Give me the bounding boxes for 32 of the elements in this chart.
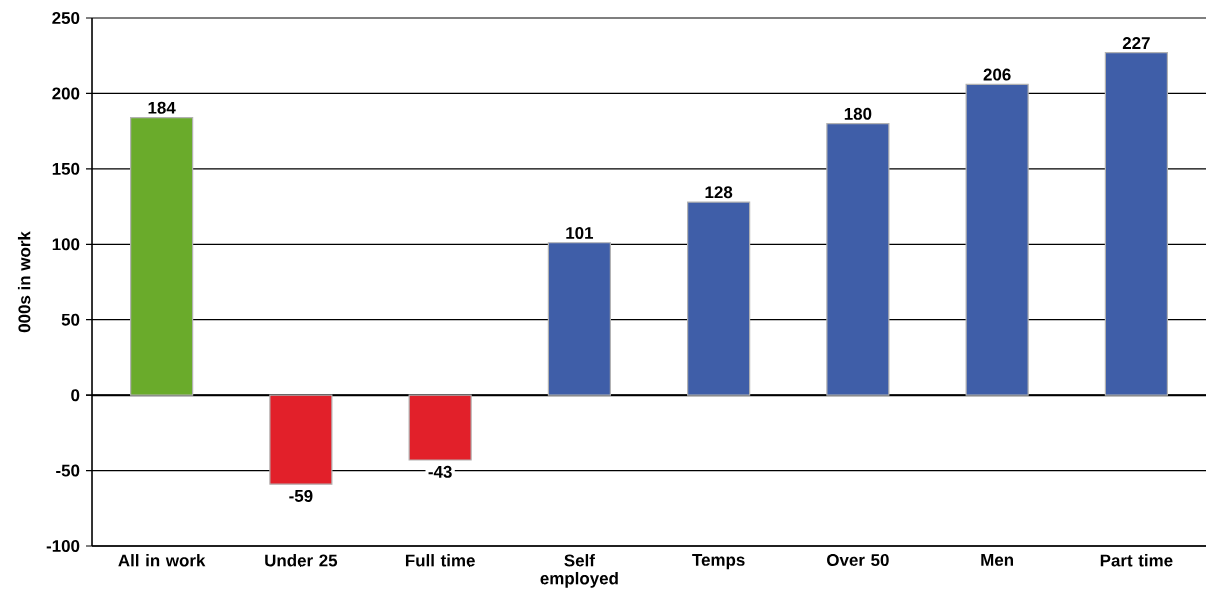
x-tick-label: Part time: [1100, 554, 1173, 567]
y-tick-label: 200: [52, 87, 80, 100]
data-label: -59: [289, 489, 313, 502]
y-tick-label: 0: [71, 389, 80, 402]
y-tick-label: 100: [52, 238, 80, 251]
x-tick-label: Full time: [405, 554, 475, 567]
bar: [965, 83, 1029, 396]
x-tick-label: Temps: [692, 554, 745, 570]
x-tick-label: Self employed: [540, 554, 618, 588]
data-label: 184: [148, 101, 176, 114]
data-label: 206: [983, 68, 1011, 81]
y-tick-label: 50: [61, 313, 80, 326]
data-label: 227: [1122, 37, 1150, 49]
x-tick-label: Under 25: [265, 554, 338, 567]
bar: [408, 394, 472, 461]
bar: [826, 122, 890, 396]
data-label: 180: [844, 107, 872, 120]
data-label: 101: [566, 227, 594, 239]
bar: [687, 201, 751, 396]
y-tick-label: -100: [46, 540, 80, 552]
x-tick-label: Over 50: [827, 554, 889, 567]
data-label: 128: [705, 186, 733, 199]
y-tick-label: -50: [56, 464, 80, 477]
bar: [1104, 52, 1168, 396]
y-tick-label: 150: [52, 162, 80, 175]
bar: [130, 116, 194, 396]
data-label: -43: [428, 465, 452, 478]
x-tick-label: All in work: [118, 554, 206, 567]
bar: [269, 394, 333, 485]
y-tick-label: 250: [52, 12, 80, 24]
y-axis-title: 000s in work: [17, 231, 31, 333]
x-tick-label: Men: [981, 554, 1014, 566]
